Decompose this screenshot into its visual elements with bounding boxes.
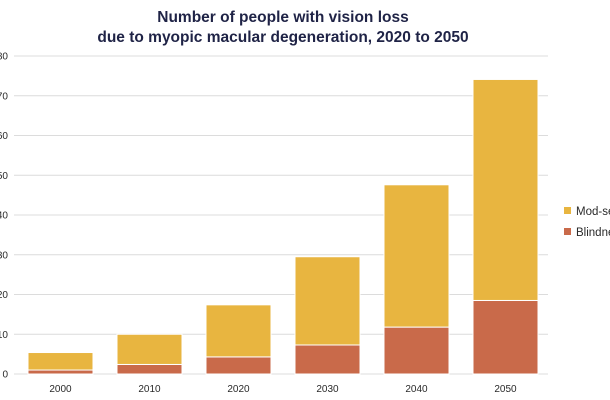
bar-blindness-2040 [383, 326, 450, 375]
y-tick-label: 10 [0, 330, 8, 341]
bar-blindness-2020 [205, 356, 272, 375]
bar-blindness-2010 [116, 363, 183, 375]
y-axis-ticks: 0 10 20 30 40 50 60 70 80 [0, 52, 8, 381]
bar-mod-severe-2020 [205, 304, 272, 358]
y-tick-label: 50 [0, 171, 8, 182]
y-tick-label: 70 [0, 91, 8, 102]
bar-blindness-2000 [27, 369, 94, 375]
y-tick-label: 20 [0, 290, 8, 301]
legend-swatch-mod-severe [564, 207, 571, 214]
bar-mod-severe-2000 [27, 352, 94, 371]
legend-label-blindness: Blindne [576, 227, 610, 239]
bar-mod-severe-2010 [116, 333, 183, 365]
bar-mod-severe-2050 [472, 78, 539, 301]
x-tick-label: 2020 [227, 384, 250, 395]
bar-blindness-2050 [472, 299, 539, 375]
x-tick-label: 2000 [49, 384, 72, 395]
x-tick-label: 2040 [405, 384, 428, 395]
bar-mod-severe-2030 [294, 256, 361, 346]
x-tick-label: 2030 [316, 384, 339, 395]
bar-mod-severe-2040 [383, 184, 450, 328]
y-tick-label: 60 [0, 131, 8, 142]
chart-title-line-1: Number of people with vision loss [157, 9, 408, 26]
chart-title-line-2: due to myopic macular degeneration, 2020… [97, 29, 468, 46]
y-tick-label: 30 [0, 250, 8, 261]
bar-blindness-2030 [294, 344, 361, 375]
legend-swatch-blindness [564, 228, 571, 235]
legend: Mod-se Blindne [564, 206, 610, 239]
y-tick-label: 80 [0, 52, 8, 63]
gridlines [14, 55, 548, 375]
legend-label-mod-severe: Mod-se [576, 206, 610, 218]
y-tick-label: 0 [2, 370, 8, 381]
bars [27, 78, 539, 375]
x-axis-ticks: 2000 2010 2020 2030 2040 2050 [49, 384, 517, 395]
x-tick-label: 2010 [138, 384, 161, 395]
y-tick-label: 40 [0, 211, 8, 222]
x-tick-label: 2050 [494, 384, 517, 395]
